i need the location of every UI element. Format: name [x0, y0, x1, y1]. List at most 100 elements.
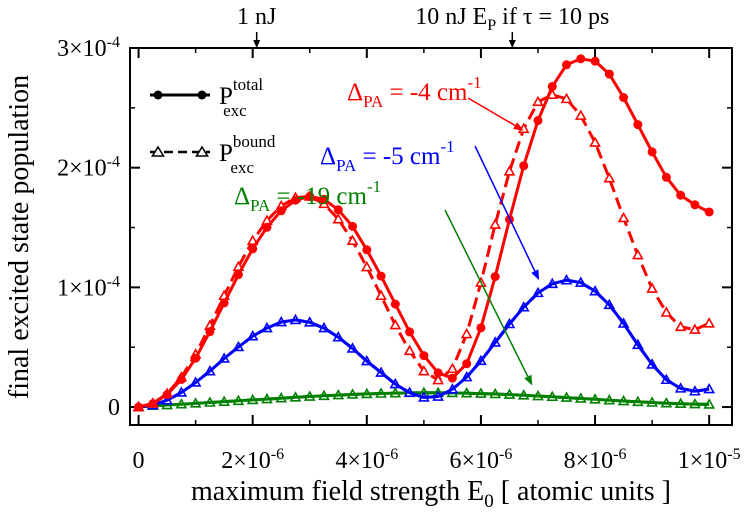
- data-point: [246, 234, 259, 245]
- data-point: [191, 353, 201, 363]
- data-point: [574, 109, 587, 120]
- top-marker-arrowhead: [508, 40, 516, 48]
- data-point: [390, 299, 400, 309]
- data-point: [360, 260, 373, 272]
- annotation-arrowhead: [524, 374, 533, 386]
- data-point: [519, 161, 529, 171]
- data-point: [462, 359, 472, 369]
- y-tick-label: 0: [108, 395, 120, 421]
- data-point: [417, 365, 430, 376]
- annotation-arrow: [467, 97, 516, 127]
- x-tick-label: 0: [133, 448, 145, 474]
- x-tick-label: 4×10-6: [335, 446, 398, 474]
- annotation-arrow: [474, 145, 536, 272]
- data-point: [305, 191, 315, 201]
- legend-label-bound: Pbound exc: [219, 132, 276, 177]
- data-point: [134, 402, 144, 412]
- data-point: [460, 327, 473, 339]
- data-point: [631, 248, 644, 260]
- y-tick-label: 2×10-4: [57, 154, 120, 182]
- annotation-arrowhead: [531, 269, 540, 281]
- data-point: [419, 351, 429, 361]
- top-marker-arrowhead: [253, 40, 261, 48]
- data-point: [603, 172, 616, 183]
- data-point: [633, 120, 643, 130]
- data-point: [576, 54, 586, 64]
- y-tick-label: 3×10-4: [57, 34, 120, 62]
- series-line: [138, 278, 710, 409]
- data-point: [248, 244, 258, 254]
- annotation-label: ΔPA = -5 cm-1: [320, 137, 455, 175]
- legend-marker-bound: [195, 145, 209, 157]
- data-point: [290, 195, 300, 205]
- y-tick-label: 1×10-4: [57, 273, 120, 301]
- data-point: [346, 234, 359, 245]
- plot-frame: [129, 47, 733, 426]
- data-point: [405, 327, 415, 337]
- data-point: [676, 190, 686, 200]
- data-point: [375, 289, 387, 301]
- x-tick-label: 8×10-6: [564, 446, 627, 474]
- legend-marker-bound: [151, 145, 165, 157]
- legend-marker-total: [197, 90, 207, 100]
- annotation-arrow: [444, 209, 529, 377]
- y-axis-label: final excited state population: [4, 75, 35, 399]
- data-point: [148, 399, 158, 409]
- data-point: [262, 222, 272, 232]
- annotation-arrowhead: [513, 122, 524, 131]
- legend-label-total: Ptotal exc: [219, 75, 263, 120]
- data-point: [176, 374, 186, 384]
- data-point: [589, 136, 601, 147]
- data-point: [704, 207, 714, 217]
- data-point: [162, 390, 172, 400]
- data-point: [590, 56, 600, 66]
- data-point: [348, 221, 358, 231]
- x-tick-label: 2×10-6: [221, 446, 284, 474]
- data-point: [219, 298, 229, 308]
- data-point: [503, 165, 516, 176]
- data-point: [690, 200, 700, 210]
- data-point: [703, 317, 716, 328]
- data-point: [233, 270, 243, 280]
- data-point: [333, 205, 343, 215]
- data-point: [604, 69, 614, 79]
- data-point: [560, 92, 573, 104]
- data-point: [532, 95, 544, 107]
- data-point: [647, 147, 657, 157]
- data-point: [562, 60, 572, 70]
- data-point: [617, 211, 630, 223]
- data-point: [432, 373, 445, 385]
- legend: Ptotal exc Pbound exc: [150, 75, 276, 177]
- data-point: [619, 93, 629, 103]
- data-point: [674, 320, 687, 332]
- data-point: [533, 116, 543, 126]
- data-point: [646, 282, 658, 293]
- data-point: [276, 206, 286, 216]
- annotation-label: ΔPA = -4 cm-1: [347, 73, 482, 111]
- legend-marker-total: [153, 90, 163, 100]
- data-point: [376, 271, 386, 281]
- data-point: [332, 213, 345, 224]
- data-point: [362, 245, 372, 255]
- x-tick-label: 1×10-5: [678, 446, 741, 474]
- data-point: [490, 272, 500, 282]
- data-point: [389, 318, 402, 330]
- data-point: [403, 344, 416, 356]
- series-group: [132, 54, 716, 412]
- data-point: [547, 82, 557, 92]
- top-marker-label: 10 nJ EP if τ = 10 ps: [415, 4, 609, 34]
- data-point: [447, 373, 457, 383]
- top-marker-label: 1 nJ: [237, 4, 276, 30]
- data-point: [689, 323, 701, 334]
- annotation-label: ΔPA = -19 cm-1: [234, 177, 381, 215]
- data-point: [476, 323, 486, 333]
- data-point: [660, 306, 673, 317]
- data-point: [489, 218, 502, 229]
- data-point: [433, 368, 443, 378]
- axis-ticks: 0 2×10-6 4×10-6 6×10-6 8×10-6 1×10-5 0 1×10-4 2×…: [57, 4, 740, 474]
- data-point: [661, 172, 671, 182]
- data-point: [205, 327, 215, 337]
- x-axis-label: maximum field strength E0 [ atomic units…: [191, 476, 671, 512]
- data-point: [446, 362, 459, 374]
- data-point: [319, 194, 329, 204]
